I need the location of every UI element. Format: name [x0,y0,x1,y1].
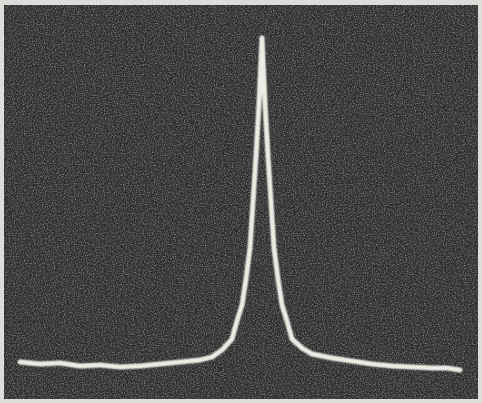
scope-photo [0,0,482,403]
screen-grain [4,5,478,399]
page: (() => { const data = JSON.parse(documen… [0,0,482,403]
